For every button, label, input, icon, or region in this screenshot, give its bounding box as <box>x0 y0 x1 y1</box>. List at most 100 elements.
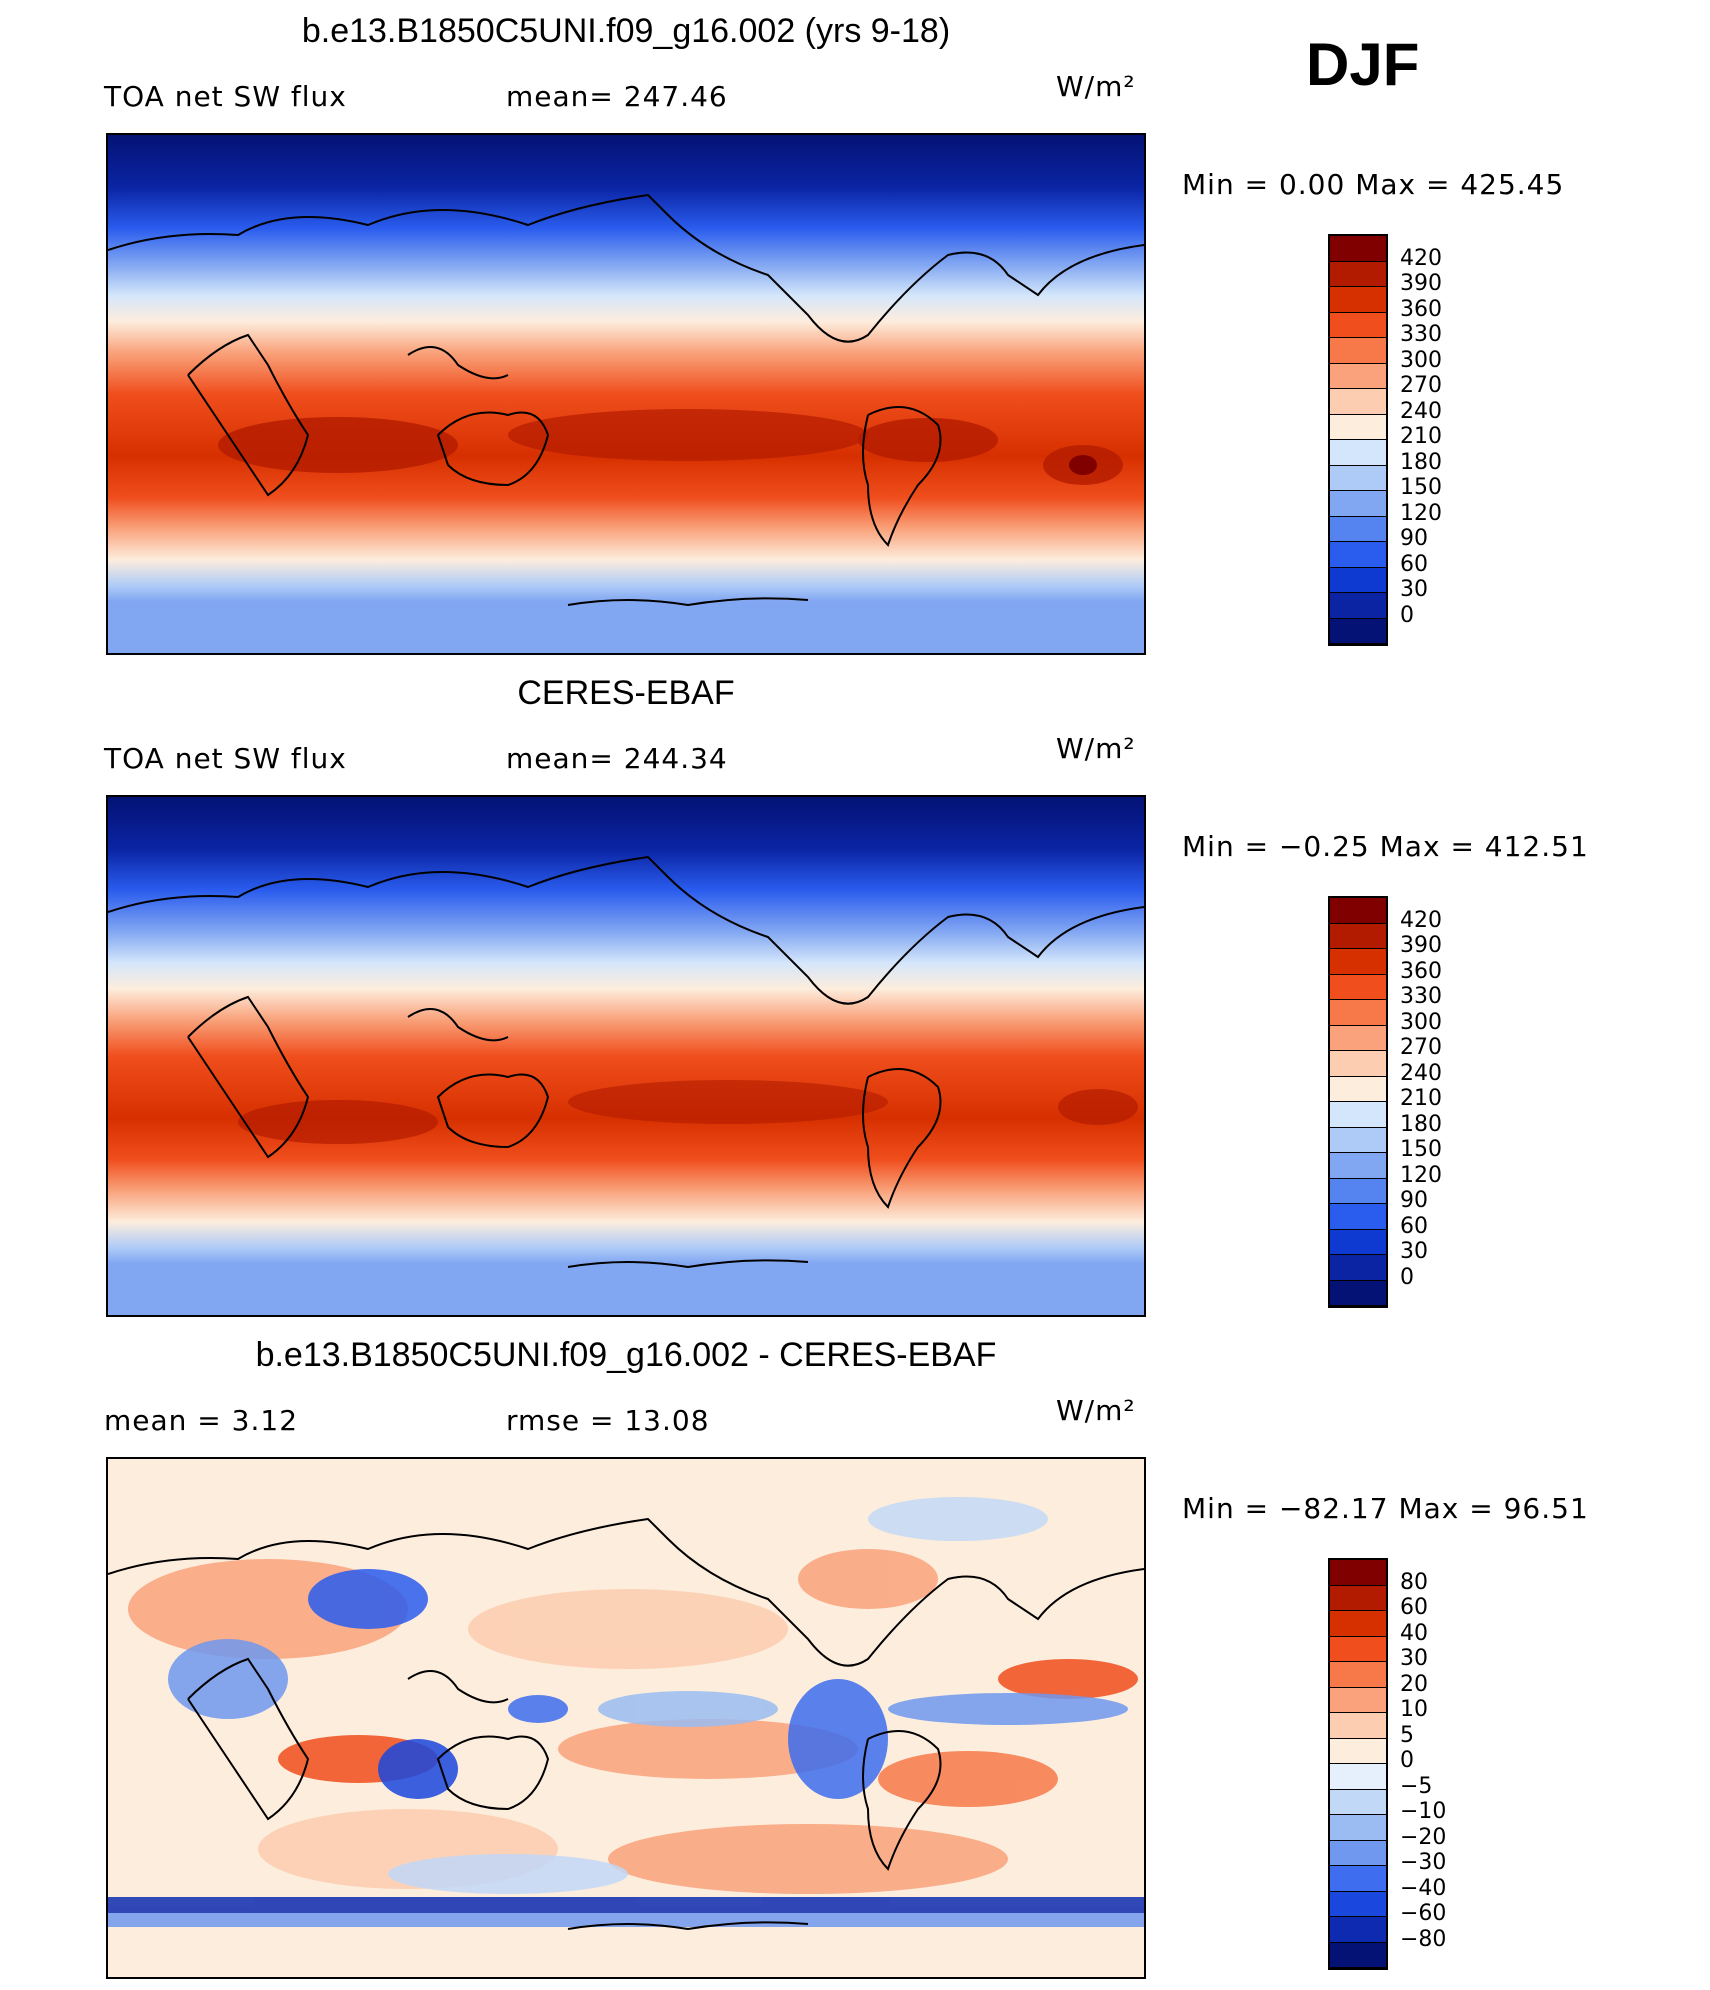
panel-2-field <box>108 797 1144 1315</box>
colorbar-segment <box>1330 1025 1386 1051</box>
colorbar-label: 180 <box>1400 1111 1442 1137</box>
colorbar-segment <box>1330 1687 1386 1713</box>
colorbar-label: 0 <box>1400 1748 1414 1773</box>
colorbar-segment <box>1330 1611 1386 1637</box>
colorbar-label: 330 <box>1400 322 1442 347</box>
colorbar-segment <box>1330 1942 1386 1968</box>
panel-3-field <box>108 1459 1144 1977</box>
panel-2-mean: mean= 244.34 <box>506 742 728 775</box>
panel-1-units: W/m² <box>1056 70 1136 103</box>
colorbar-label: 120 <box>1400 500 1442 526</box>
colorbar-segment <box>1330 1636 1386 1662</box>
colorbar-label: −80 <box>1400 1926 1447 1952</box>
colorbar-label: 240 <box>1400 1060 1442 1086</box>
colorbar-label: 270 <box>1400 373 1442 398</box>
colorbar-segment <box>1330 898 1386 924</box>
colorbar-label: 90 <box>1400 1188 1428 1213</box>
colorbar-label: 300 <box>1400 347 1442 373</box>
colorbar-label: −60 <box>1400 1901 1447 1926</box>
colorbar-segment <box>1330 542 1386 568</box>
colorbar-segment <box>1330 1585 1386 1611</box>
colorbar-label: 330 <box>1400 984 1442 1009</box>
colorbar-label: 30 <box>1400 1239 1428 1264</box>
colorbar-label: 120 <box>1400 1162 1442 1188</box>
colorbar-segment <box>1330 1840 1386 1866</box>
colorbar-segment <box>1330 287 1386 313</box>
colorbar-segment <box>1330 1255 1386 1281</box>
colorbar-label: 10 <box>1400 1697 1428 1722</box>
panel-2-map <box>106 795 1146 1317</box>
colorbar-label: 360 <box>1400 958 1442 984</box>
colorbar-segment <box>1330 1102 1386 1128</box>
colorbar-label: 5 <box>1400 1722 1414 1748</box>
colorbar-segment <box>1330 1917 1386 1943</box>
colorbar-label: −40 <box>1400 1875 1447 1901</box>
colorbar-segment <box>1330 312 1386 338</box>
colorbar-label: 60 <box>1400 551 1428 577</box>
panel-2-title: CERES-EBAF <box>517 674 735 712</box>
colorbar-segment <box>1330 261 1386 287</box>
colorbar-segment <box>1330 465 1386 491</box>
colorbar-segment <box>1330 618 1386 644</box>
panel-3-units: W/m² <box>1056 1394 1136 1427</box>
colorbar-label: 150 <box>1400 475 1442 500</box>
panel-2-variable: TOA net SW flux <box>104 742 347 775</box>
colorbar-label: 420 <box>1400 907 1442 933</box>
colorbar-segment <box>1330 363 1386 389</box>
panel-2-minmax: Min = −0.25 Max = 412.51 <box>1182 830 1589 863</box>
panel-1-field <box>108 135 1144 653</box>
colorbar-segment <box>1330 1815 1386 1841</box>
colorbar-segment <box>1330 949 1386 975</box>
colorbar-label: 150 <box>1400 1137 1442 1162</box>
colorbar-label: −5 <box>1400 1773 1433 1799</box>
colorbar-segment <box>1330 1866 1386 1892</box>
colorbar-segment <box>1330 1127 1386 1153</box>
colorbar-label: 420 <box>1400 245 1442 271</box>
colorbar-segment <box>1330 923 1386 949</box>
colorbar-segment <box>1330 1229 1386 1255</box>
colorbar-segment <box>1330 1560 1386 1586</box>
colorbar-label: 240 <box>1400 398 1442 424</box>
colorbar-label: −10 <box>1400 1799 1447 1824</box>
colorbar-segment <box>1330 516 1386 542</box>
panel-1-variable: TOA net SW flux <box>104 80 347 113</box>
colorbar-segment <box>1330 567 1386 593</box>
colorbar-label: 180 <box>1400 449 1442 475</box>
panel-2-units: W/m² <box>1056 732 1136 765</box>
panel-3-colorbar <box>1328 1558 1388 1970</box>
colorbar-label: 30 <box>1400 1646 1428 1671</box>
panel-1-map <box>106 133 1146 655</box>
panel-3-mean: mean = 3.12 <box>104 1404 299 1437</box>
panel-1-colorbar <box>1328 234 1388 646</box>
colorbar-label: 80 <box>1400 1569 1428 1595</box>
panel-1-title: b.e13.B1850C5UNI.f09_g16.002 (yrs 9-18) <box>301 12 951 50</box>
panel-3-minmax: Min = −82.17 Max = 96.51 <box>1182 1492 1589 1525</box>
colorbar-segment <box>1330 1051 1386 1077</box>
colorbar-segment <box>1330 1280 1386 1306</box>
colorbar-segment <box>1330 236 1386 262</box>
panel-2-colorbar <box>1328 896 1388 1308</box>
colorbar-segment <box>1330 1738 1386 1764</box>
colorbar-segment <box>1330 389 1386 415</box>
colorbar-label: 270 <box>1400 1035 1442 1060</box>
colorbar-segment <box>1330 440 1386 466</box>
colorbar-label: 390 <box>1400 933 1442 958</box>
colorbar-label: 210 <box>1400 424 1442 449</box>
colorbar-segment <box>1330 1000 1386 1026</box>
colorbar-label: 30 <box>1400 577 1428 602</box>
panel-3-title: b.e13.B1850C5UNI.f09_g16.002 - CERES-EBA… <box>255 1336 997 1374</box>
colorbar-label: 0 <box>1400 1264 1414 1290</box>
colorbar-segment <box>1330 1204 1386 1230</box>
colorbar-label: −30 <box>1400 1850 1447 1875</box>
colorbar-label: −20 <box>1400 1824 1447 1850</box>
colorbar-segment <box>1330 1076 1386 1102</box>
colorbar-segment <box>1330 491 1386 517</box>
panel-1-minmax: Min = 0.00 Max = 425.45 <box>1182 168 1565 201</box>
panel-3-rmse: rmse = 13.08 <box>506 1404 710 1437</box>
panel-1-mean: mean= 247.46 <box>506 80 728 113</box>
colorbar-segment <box>1330 414 1386 440</box>
colorbar-segment <box>1330 1713 1386 1739</box>
colorbar-label: 0 <box>1400 602 1414 628</box>
colorbar-segment <box>1330 593 1386 619</box>
colorbar-segment <box>1330 1789 1386 1815</box>
